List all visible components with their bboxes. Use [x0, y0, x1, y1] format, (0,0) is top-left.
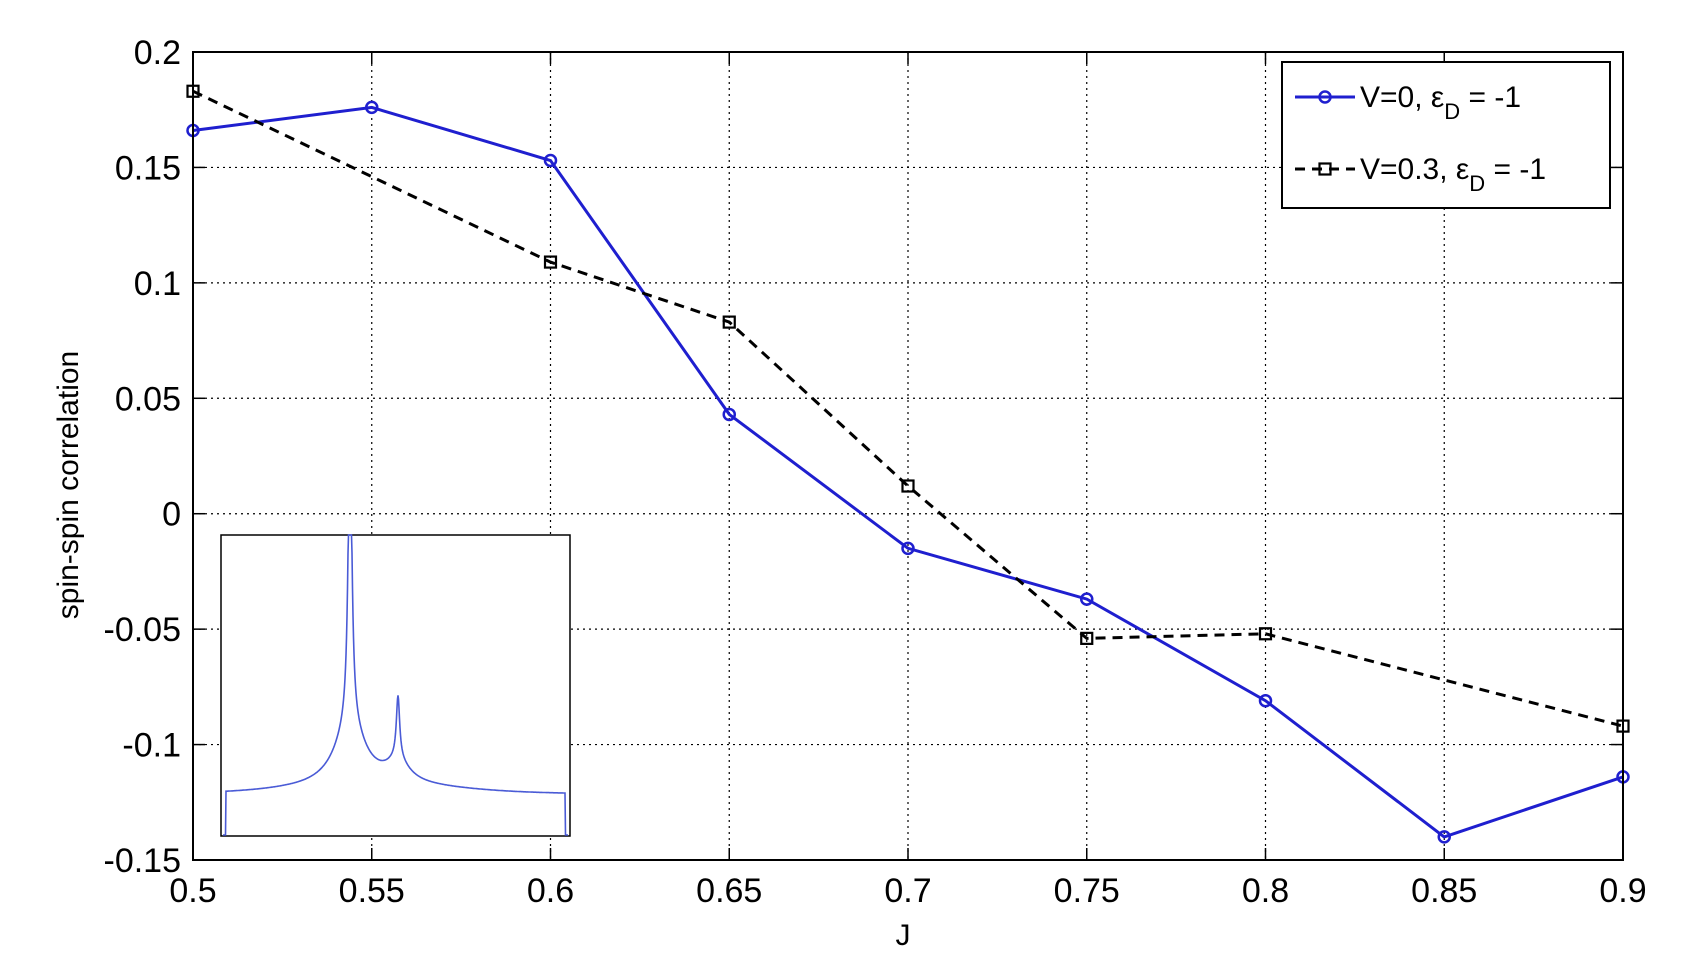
- data-point: [543, 255, 558, 269]
- y-tick-label: 0.1: [134, 265, 181, 303]
- x-axis-ticks: 0.5 0.55 0.6 0.65 0.7 0.75 0.8 0.85 0.9: [169, 52, 1647, 910]
- data-point: [1080, 631, 1094, 645]
- inset-curve: [223, 534, 568, 836]
- data-point: [722, 407, 736, 422]
- x-axis-label: J: [896, 919, 911, 952]
- data-point: [1437, 830, 1451, 844]
- series-layer: [186, 84, 1630, 844]
- y-tick-label: -0.05: [104, 611, 182, 649]
- series-line: [192, 105, 1624, 839]
- x-tick-label: 0.7: [884, 872, 931, 910]
- legend-marker: [1318, 90, 1332, 104]
- data-point: [722, 315, 736, 329]
- y-axis-label: spin-spin correlation: [52, 351, 85, 619]
- series-line: [192, 89, 1624, 728]
- y-tick-label: -0.1: [122, 727, 181, 765]
- x-tick-label: 0.8: [1242, 872, 1289, 910]
- legend-label: V=0, εD = -1: [1360, 81, 1521, 124]
- y-tick-label: -0.15: [104, 842, 182, 880]
- x-tick-label: 0.55: [339, 872, 405, 910]
- data-point: [901, 541, 915, 556]
- data-point: [365, 100, 379, 115]
- y-tick-label: 0.15: [115, 149, 181, 187]
- x-tick-label: 0.75: [1054, 872, 1120, 910]
- data-point: [1080, 592, 1094, 606]
- x-tick-label: 0.5: [169, 872, 216, 910]
- x-tick-label: 0.9: [1599, 872, 1646, 910]
- data-point: [901, 479, 915, 493]
- legend-entry-2: V=0.3, εD = -1: [1295, 153, 1546, 196]
- legend-entry-1: V=0, εD = -1: [1295, 81, 1521, 124]
- data-point: [543, 153, 558, 168]
- y-tick-label: 0.2: [134, 34, 181, 72]
- x-tick-label: 0.85: [1411, 872, 1477, 910]
- inset-plot: [220, 534, 571, 837]
- series-1: [186, 100, 1630, 844]
- legend-marker: [1318, 162, 1332, 176]
- data-point: [1258, 627, 1273, 641]
- y-tick-label: 0: [162, 496, 181, 534]
- data-point: [1258, 693, 1273, 708]
- legend-box: [1281, 61, 1611, 209]
- legend-label: V=0.3, εD = -1: [1360, 153, 1546, 196]
- legend: V=0, εD = -1 V=0.3, εD = -1: [1281, 61, 1611, 209]
- x-tick-label: 0.65: [696, 872, 762, 910]
- y-axis-ticks: 0.2 0.15 0.1 0.05 0 -0.05 -0.1 -0.15: [104, 34, 1623, 880]
- y-tick-label: 0.05: [115, 380, 181, 418]
- x-tick-label: 0.6: [527, 872, 574, 910]
